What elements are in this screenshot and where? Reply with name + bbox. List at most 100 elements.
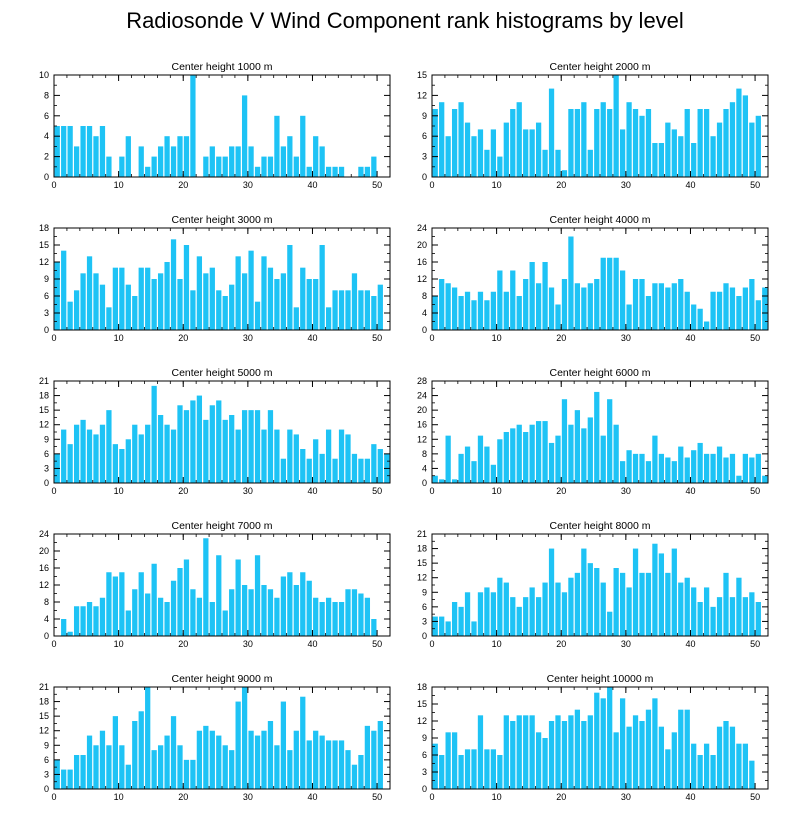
bar bbox=[164, 424, 170, 483]
bar bbox=[371, 156, 377, 177]
y-tick-label: 9 bbox=[422, 587, 427, 597]
x-tick-label: 30 bbox=[243, 333, 253, 343]
bar bbox=[471, 621, 477, 636]
bar bbox=[190, 589, 196, 636]
bar bbox=[132, 721, 138, 789]
y-tick-label: 0 bbox=[44, 172, 49, 182]
y-tick-label: 12 bbox=[417, 90, 427, 100]
bar bbox=[555, 149, 561, 177]
bar bbox=[658, 726, 665, 789]
bar bbox=[267, 267, 274, 330]
bar bbox=[645, 572, 652, 636]
bar bbox=[645, 296, 652, 330]
bar bbox=[503, 432, 509, 483]
bar bbox=[632, 453, 639, 483]
bar bbox=[594, 109, 600, 177]
bar bbox=[736, 296, 742, 330]
bar bbox=[471, 136, 477, 177]
bar bbox=[535, 597, 542, 636]
x-tick-label: 30 bbox=[243, 486, 253, 496]
bar bbox=[697, 602, 703, 636]
bar bbox=[145, 166, 151, 177]
bar bbox=[581, 102, 587, 177]
bar bbox=[645, 709, 652, 789]
bar bbox=[287, 750, 293, 789]
bar bbox=[451, 287, 458, 330]
bar bbox=[639, 453, 645, 483]
panel-title: Center height 1000 m bbox=[172, 61, 273, 73]
bar bbox=[293, 585, 299, 636]
figure-title: Radiosonde V Wind Component rank histogr… bbox=[126, 8, 684, 33]
panel-title: Center height 3000 m bbox=[172, 214, 273, 226]
bar bbox=[319, 146, 325, 177]
bar bbox=[723, 572, 729, 636]
bar bbox=[484, 300, 490, 330]
bar bbox=[529, 587, 535, 636]
bar bbox=[177, 405, 183, 483]
bar bbox=[678, 709, 684, 789]
bar bbox=[542, 582, 548, 636]
bar bbox=[548, 548, 555, 636]
bar bbox=[351, 589, 358, 636]
bar bbox=[639, 721, 645, 789]
bar bbox=[542, 262, 548, 330]
bar bbox=[151, 156, 157, 177]
bar bbox=[574, 283, 581, 330]
bar bbox=[658, 553, 665, 636]
bar bbox=[516, 296, 522, 330]
bar bbox=[587, 149, 593, 177]
x-tick-label: 30 bbox=[621, 792, 631, 802]
bar bbox=[183, 559, 190, 636]
x-tick-label: 40 bbox=[685, 486, 695, 496]
panel-title: Center height 8000 m bbox=[550, 520, 651, 532]
bar bbox=[703, 743, 710, 789]
bar bbox=[209, 405, 215, 483]
bar bbox=[439, 479, 445, 483]
bar bbox=[203, 725, 209, 789]
x-tick-label: 50 bbox=[750, 486, 760, 496]
bar bbox=[632, 548, 639, 636]
bar bbox=[497, 755, 503, 789]
bar bbox=[665, 572, 671, 636]
bar bbox=[67, 769, 73, 789]
bar bbox=[209, 730, 215, 789]
bar bbox=[729, 287, 736, 330]
x-tick-label: 0 bbox=[51, 792, 56, 802]
bar bbox=[267, 156, 274, 177]
bar bbox=[371, 730, 377, 789]
y-tick-label: 20 bbox=[417, 405, 427, 415]
bar bbox=[503, 582, 509, 636]
x-tick-label: 50 bbox=[372, 639, 382, 649]
histogram-panel: Center height 8000 m 0 10 20 30 40 50 0 3 6 9 12 15 1… bbox=[417, 520, 769, 649]
bar bbox=[626, 587, 632, 636]
bar bbox=[235, 256, 241, 330]
x-tick-label: 20 bbox=[178, 333, 188, 343]
bar bbox=[600, 582, 606, 636]
bar bbox=[235, 146, 241, 177]
bar bbox=[626, 726, 632, 789]
bar bbox=[548, 88, 555, 177]
bar bbox=[112, 267, 119, 330]
bar bbox=[645, 461, 652, 483]
panel-title: Center height 6000 m bbox=[550, 367, 651, 379]
bar bbox=[313, 597, 319, 636]
histogram-panel: Center height 1000 m 0 10 20 30 40 50 0 2 4 6 8 10 bbox=[39, 61, 391, 190]
bar bbox=[183, 136, 190, 177]
bar bbox=[484, 149, 490, 177]
bar bbox=[229, 589, 235, 636]
bar bbox=[555, 715, 561, 789]
bar bbox=[325, 429, 332, 483]
bar bbox=[529, 715, 535, 789]
x-tick-label: 40 bbox=[685, 333, 695, 343]
bar bbox=[703, 321, 710, 330]
bar bbox=[99, 424, 106, 483]
bar bbox=[594, 279, 600, 330]
x-tick-label: 50 bbox=[750, 792, 760, 802]
bar bbox=[306, 580, 312, 636]
y-tick-label: 15 bbox=[417, 70, 427, 80]
bar bbox=[351, 764, 358, 789]
bar bbox=[67, 301, 73, 330]
bar bbox=[477, 129, 484, 177]
bar bbox=[61, 250, 67, 330]
bar bbox=[119, 572, 125, 636]
